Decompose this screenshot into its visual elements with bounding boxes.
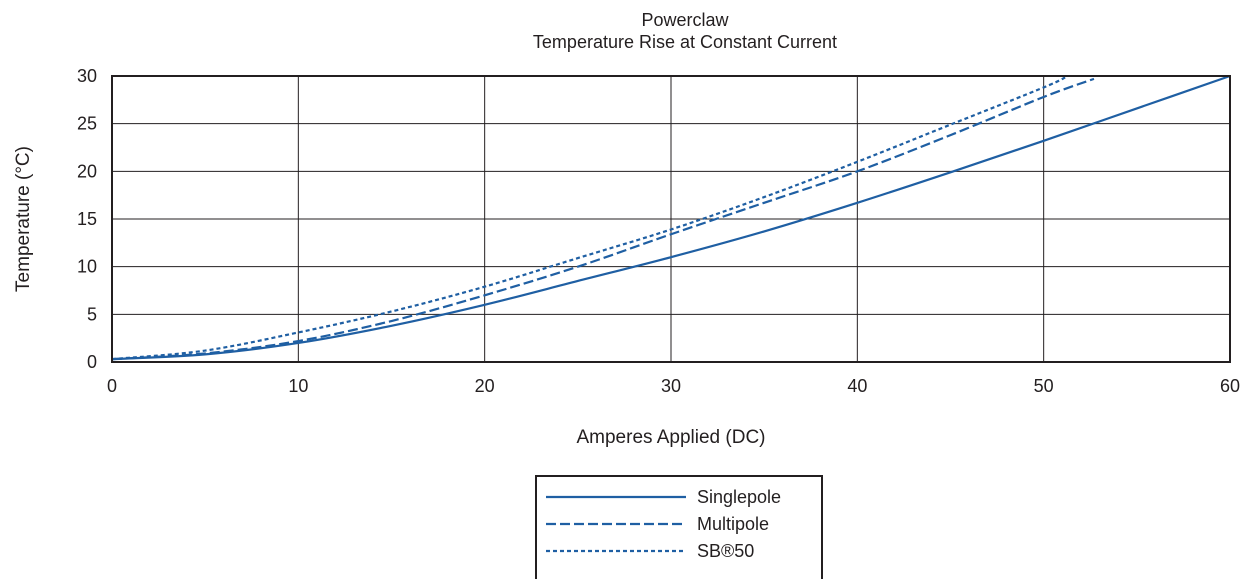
y-tick-label: 10 [77, 257, 97, 277]
series-line-multipole [111, 77, 1095, 361]
x-tick-label: 20 [475, 376, 495, 396]
legend-label: Singlepole [697, 487, 781, 507]
x-tick-label: 0 [107, 376, 117, 396]
y-tick-label: 25 [77, 114, 97, 134]
series-line-singlepole [111, 74, 1231, 361]
legend-label: SB®50 [697, 541, 754, 561]
y-tick-label: 15 [77, 209, 97, 229]
x-tick-label: 30 [661, 376, 681, 396]
plot-frame [111, 75, 1231, 363]
legend-box [535, 475, 823, 579]
legend-label: Multipole [697, 514, 769, 534]
y-tick-label: 5 [87, 304, 97, 324]
x-tick-label: 40 [847, 376, 867, 396]
y-tick-label: 20 [77, 161, 97, 181]
y-tick-label: 30 [77, 66, 97, 86]
chart-subtitle: Temperature Rise at Constant Current [533, 32, 837, 52]
legend: Singlepole Multipole SB®50 [535, 475, 823, 579]
y-axis-label: Temperature (°C) [13, 146, 34, 292]
x-tick-label: 60 [1220, 376, 1240, 396]
x-axis-label: Amperes Applied (DC) [576, 427, 765, 448]
x-tick-label: 10 [288, 376, 308, 396]
tick-labels: 0 10 20 30 40 50 60 0 5 10 15 20 25 30 [77, 66, 1240, 396]
series-lines [111, 74, 1231, 361]
chart-title: Powerclaw [641, 10, 729, 30]
x-tick-label: 50 [1034, 376, 1054, 396]
y-tick-label: 0 [87, 352, 97, 372]
grid-lines [111, 75, 1231, 363]
series-line-sb-50 [111, 75, 1067, 361]
